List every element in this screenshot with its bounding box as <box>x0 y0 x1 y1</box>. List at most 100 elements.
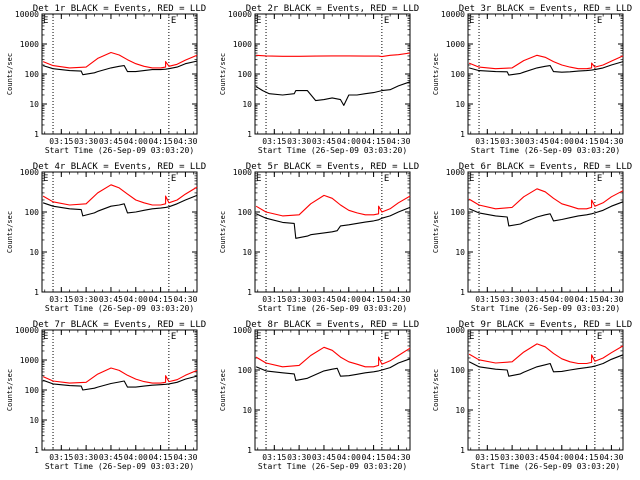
corner-mark-left: E <box>469 174 474 184</box>
x-tick-label: 04:30 <box>173 295 197 304</box>
chart-title: Det 6r BLACK = Events, RED = LLD <box>459 162 632 172</box>
y-tick-label: 10000 <box>441 10 465 19</box>
series-events-line <box>255 206 411 239</box>
chart-title: Det 5r BLACK = Events, RED = LLD <box>246 162 419 172</box>
corner-mark-right: E <box>171 332 176 342</box>
x-tick-label: 04:15 <box>149 137 173 146</box>
x-tick-label: 03:45 <box>525 137 549 146</box>
x-tick-label: 03:30 <box>500 137 524 146</box>
series-events-line <box>468 354 624 377</box>
x-tick-label: 04:15 <box>575 137 599 146</box>
y-tick-label: 10 <box>242 406 252 415</box>
y-tick-label: 10000 <box>15 10 39 19</box>
x-tick-label: 03:15 <box>49 137 73 146</box>
x-tick-label: 04:00 <box>337 453 361 462</box>
y-tick-label: 100 <box>238 70 253 79</box>
y-axis-label: Counts/sec <box>6 211 14 253</box>
y-axis-label: Counts/sec <box>219 369 227 411</box>
x-axis-label: Start Time (26-Sep-09 03:03:20) <box>258 304 407 313</box>
y-tick-label: 1000 <box>20 356 39 365</box>
series-events-line <box>468 61 624 76</box>
x-tick-label: 04:00 <box>550 453 574 462</box>
y-tick-label: 1000 <box>446 40 465 49</box>
x-tick-label: 04:15 <box>575 295 599 304</box>
x-tick-label: 04:30 <box>386 137 410 146</box>
x-tick-label: 04:15 <box>575 453 599 462</box>
plot-frame <box>41 171 198 293</box>
x-axis-label: Start Time (26-Sep-09 03:03:20) <box>258 462 407 471</box>
x-tick-label: 03:45 <box>525 453 549 462</box>
y-tick-label: 1 <box>460 288 465 297</box>
chart-panel-7: Det 7r BLACK = Events, RED = LLD 1 10 100 10… <box>6 320 206 471</box>
x-tick-label: 03:30 <box>287 453 311 462</box>
y-tick-label: 100 <box>25 70 40 79</box>
chart-panel-8: Det 8r BLACK = Events, RED = LLD 1 10 100 10… <box>219 320 419 471</box>
chart-title: Det 9r BLACK = Events, RED = LLD <box>459 320 632 330</box>
plot-frame <box>467 171 624 293</box>
y-axis-label: Counts/sec <box>432 369 440 411</box>
corner-mark-right: E <box>597 332 602 342</box>
y-tick-label: 100 <box>238 366 253 375</box>
plot-frame <box>254 13 411 135</box>
corner-mark-right: E <box>171 16 176 26</box>
x-tick-label: 04:00 <box>550 295 574 304</box>
chart-panel-2: Det 2r BLACK = Events, RED = LLD 1 10 100 10… <box>219 4 419 155</box>
chart-title: Det 1r BLACK = Events, RED = LLD <box>33 4 206 14</box>
y-tick-label: 1000 <box>446 326 465 335</box>
x-tick-label: 03:15 <box>49 453 73 462</box>
corner-mark-right: E <box>384 332 389 342</box>
x-tick-label: 04:30 <box>599 295 623 304</box>
x-tick-label: 04:00 <box>550 137 574 146</box>
x-tick-label: 04:30 <box>173 453 197 462</box>
corner-mark-left: E <box>43 174 48 184</box>
x-tick-label: 03:15 <box>475 295 499 304</box>
x-tick-label: 03:45 <box>99 137 123 146</box>
plot-frame <box>41 329 198 451</box>
x-tick-label: 03:30 <box>74 137 98 146</box>
y-axis-label: Counts/sec <box>6 369 14 411</box>
y-tick-label: 1000 <box>20 168 39 177</box>
x-tick-label: 03:30 <box>500 295 524 304</box>
x-tick-label: 03:30 <box>287 137 311 146</box>
series-lld-line <box>255 194 411 217</box>
x-axis-label: Start Time (26-Sep-09 03:03:20) <box>45 304 194 313</box>
x-tick-label: 04:30 <box>386 295 410 304</box>
y-tick-label: 1000 <box>446 168 465 177</box>
x-tick-label: 04:00 <box>124 137 148 146</box>
y-tick-label: 10 <box>455 406 465 415</box>
x-tick-label: 03:30 <box>500 453 524 462</box>
x-tick-label: 03:30 <box>74 453 98 462</box>
x-tick-label: 03:45 <box>312 453 336 462</box>
corner-mark-right: E <box>384 174 389 184</box>
x-tick-label: 03:45 <box>312 295 336 304</box>
x-tick-label: 03:30 <box>74 295 98 304</box>
series-lld-line <box>468 188 624 210</box>
x-tick-label: 04:00 <box>337 295 361 304</box>
x-tick-label: 03:15 <box>262 137 286 146</box>
series-events-line <box>42 375 198 391</box>
y-tick-label: 1 <box>34 130 39 139</box>
x-tick-label: 04:30 <box>599 453 623 462</box>
chart-panel-3: Det 3r BLACK = Events, RED = LLD 1 10 100 10… <box>432 4 632 155</box>
y-tick-label: 10000 <box>228 10 252 19</box>
chart-panel-1: Det 1r BLACK = Events, RED = LLD 1 10 100 10… <box>6 4 206 155</box>
x-axis-label: Start Time (26-Sep-09 03:03:20) <box>471 146 620 155</box>
corner-mark-right: E <box>597 16 602 26</box>
x-tick-label: 04:30 <box>599 137 623 146</box>
x-axis-label: Start Time (26-Sep-09 03:03:20) <box>45 462 194 471</box>
chart-panel-6: Det 6r BLACK = Events, RED = LLD 1 10 100 10… <box>432 162 632 313</box>
y-tick-label: 1000 <box>20 40 39 49</box>
x-axis-label: Start Time (26-Sep-09 03:03:20) <box>258 146 407 155</box>
y-tick-label: 100 <box>25 208 40 217</box>
plot-frame <box>467 329 624 451</box>
y-tick-label: 10000 <box>15 326 39 335</box>
series-events-line <box>42 194 198 217</box>
series-lld-line <box>255 346 411 368</box>
series-events-line <box>468 201 624 227</box>
x-axis-label: Start Time (26-Sep-09 03:03:20) <box>471 462 620 471</box>
x-tick-label: 04:00 <box>124 453 148 462</box>
y-tick-label: 1000 <box>233 40 252 49</box>
y-tick-label: 10 <box>29 416 39 425</box>
x-tick-label: 04:00 <box>337 137 361 146</box>
